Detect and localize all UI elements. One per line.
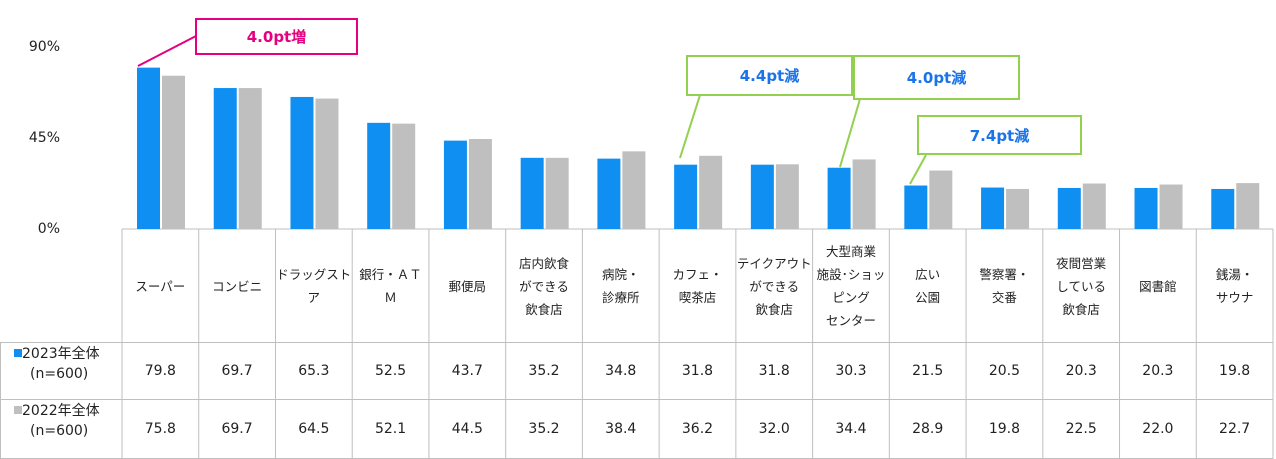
- category-label: 銀行・ＡＴ Ｍ: [359, 267, 422, 305]
- bar: [545, 157, 569, 229]
- bar: [1082, 183, 1106, 229]
- value-cell: 36.2: [681, 421, 714, 437]
- category-label: 銭湯・ サウナ: [1215, 267, 1254, 305]
- value-cell: 20.3: [1065, 363, 1097, 379]
- category-label: 夜間営業 している 飲食店: [1056, 255, 1107, 317]
- category-label: 図書館: [1139, 278, 1177, 294]
- y-tick-label: 90%: [29, 39, 60, 55]
- category-label: 郵便局: [448, 278, 487, 294]
- bar: [1236, 183, 1260, 229]
- value-cell: 31.8: [758, 363, 790, 379]
- value-cell: 75.8: [144, 421, 176, 437]
- value-cell: 52.5: [374, 363, 407, 379]
- value-cell: 69.7: [221, 363, 253, 379]
- value-cell: 43.7: [451, 363, 483, 379]
- callout-line: [679, 94, 701, 159]
- bar: [827, 167, 851, 229]
- value-cell: 22.7: [1219, 421, 1251, 437]
- annotation: 4.0pt増: [195, 18, 358, 55]
- category-label: テイクアウト ができる 飲食店: [736, 255, 812, 317]
- value-cell: 21.5: [912, 363, 944, 379]
- callout-line: [909, 154, 927, 185]
- annotation: 4.0pt減: [853, 55, 1020, 100]
- category-label: カフェ・ 喫茶店: [672, 267, 723, 305]
- annotation: 7.4pt減: [917, 115, 1082, 155]
- bar: [929, 170, 953, 229]
- category-label: 警察署・ 交番: [979, 267, 1030, 305]
- value-cell: 79.8: [144, 363, 176, 379]
- category-label: 店内飲食 ができる 飲食店: [519, 255, 570, 317]
- bar: [750, 164, 774, 229]
- value-cell: 19.8: [1219, 363, 1251, 379]
- value-cell: 28.9: [912, 421, 944, 437]
- y-tick-label: 45%: [29, 130, 60, 146]
- bar: [1159, 184, 1183, 229]
- legend-label: 2022年全体: [22, 402, 100, 419]
- value-cell: 20.5: [988, 363, 1020, 379]
- bar: [443, 140, 467, 229]
- category-label: 大型商業 施設･ショッ ピング センター: [816, 244, 886, 328]
- bar: [1134, 187, 1158, 229]
- value-cell: 38.4: [605, 421, 637, 437]
- y-tick-label: 0%: [38, 221, 60, 237]
- bar: [1006, 188, 1030, 229]
- value-cell: 22.5: [1065, 421, 1097, 437]
- bar: [699, 155, 723, 229]
- value-cell: 22.0: [1142, 421, 1174, 437]
- value-cell: 69.7: [221, 421, 253, 437]
- legend-sample: (n=600): [30, 365, 89, 382]
- value-cell: 65.3: [298, 363, 330, 379]
- annotation: 4.4pt減: [686, 55, 853, 96]
- bar: [290, 96, 314, 230]
- bar: [852, 159, 876, 229]
- bar: [981, 187, 1005, 229]
- bar: [775, 164, 799, 229]
- bar: [137, 67, 160, 229]
- value-cell: 34.8: [605, 363, 637, 379]
- value-cell: 35.2: [528, 363, 560, 379]
- value-cell: 30.3: [835, 363, 867, 379]
- bar: [622, 151, 646, 229]
- bar: [315, 98, 339, 229]
- bar: [597, 158, 621, 229]
- bar: [213, 88, 237, 229]
- bar: [1211, 188, 1235, 229]
- value-cell: 64.5: [298, 421, 330, 437]
- bar: [520, 157, 544, 229]
- value-cell: 52.1: [374, 421, 407, 437]
- callout-line: [839, 98, 861, 168]
- category-label: 広い 公園: [915, 267, 941, 305]
- bar: [468, 139, 492, 229]
- value-cell: 35.2: [528, 421, 560, 437]
- legend-swatch: [14, 406, 22, 414]
- bar: [392, 123, 416, 229]
- value-cell: 19.8: [988, 421, 1020, 437]
- bar: [904, 185, 928, 229]
- bar: [162, 75, 185, 230]
- callout-line: [137, 35, 197, 67]
- category-label: コンビニ: [212, 278, 263, 294]
- category-label: 病院・ 診療所: [601, 267, 640, 305]
- value-cell: 32.0: [758, 421, 790, 437]
- legend-sample: (n=600): [30, 422, 89, 439]
- legend-swatch: [14, 349, 22, 357]
- value-cell: 31.8: [681, 363, 714, 379]
- bar: [674, 164, 698, 229]
- bar: [1057, 187, 1081, 229]
- bar: [367, 122, 391, 229]
- value-cell: 20.3: [1142, 363, 1174, 379]
- category-label: スーパー: [135, 278, 186, 294]
- bar: [238, 88, 262, 229]
- category-label: ドラッグスト ア: [276, 267, 352, 305]
- value-cell: 34.4: [835, 421, 867, 437]
- value-cell: 44.5: [451, 421, 483, 437]
- legend-label: 2023年全体: [22, 345, 100, 362]
